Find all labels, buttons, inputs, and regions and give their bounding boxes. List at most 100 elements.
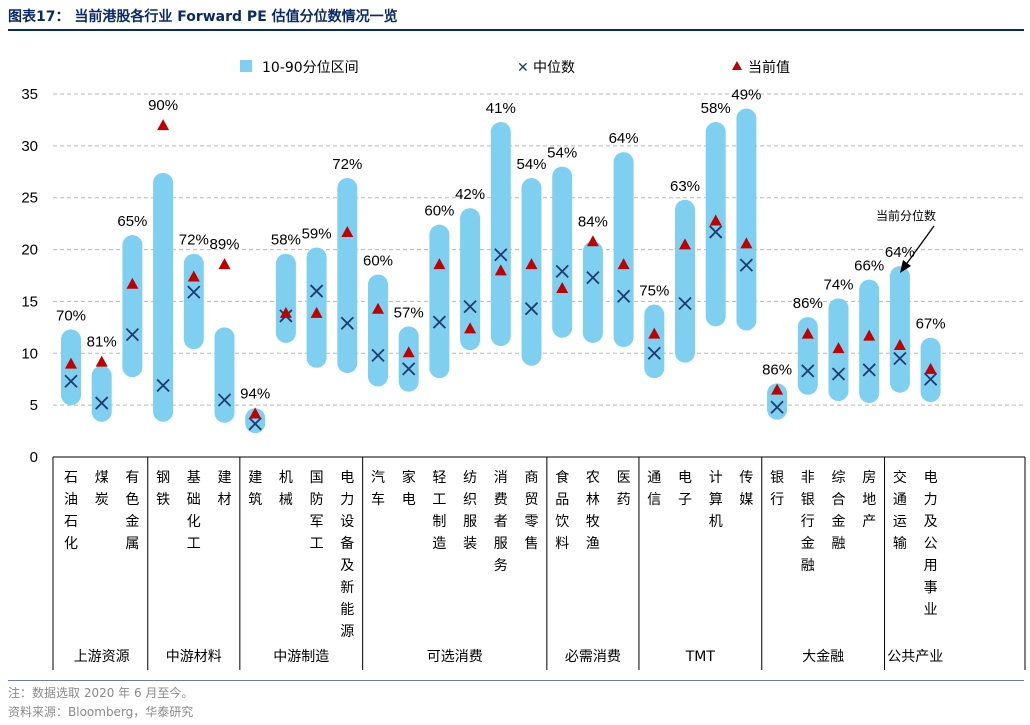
sector-label: 能 [340,602,354,618]
median-marker [125,327,140,342]
percentile-label: 66% [854,258,884,275]
range-bar [214,327,235,423]
range-bar [582,241,603,343]
median-marker [709,225,723,239]
sector-label: 油 [64,492,78,508]
percentile-label: 94% [240,385,270,402]
annotation-arrow-line [904,225,935,267]
percentile-label: 86% [762,361,792,378]
median-marker [893,351,907,366]
sector-label: 计 [709,470,723,486]
percentile-label: 72% [332,156,362,173]
median-marker [371,348,385,362]
sector-label: 农 [586,470,600,486]
median-marker [248,417,262,431]
range-bar [398,326,419,392]
current-marker [740,237,753,249]
sector-label: 服 [463,514,477,530]
sector-label: 造 [432,536,446,552]
sector-label: 输 [893,536,907,552]
sector-label: 力 [924,492,938,508]
median-stroke [586,270,600,285]
current-marker [126,277,139,289]
current-marker [249,407,262,419]
range-bar [183,253,204,350]
sector-label: 食 [555,469,569,486]
sector-label: 零 [525,514,539,530]
median-stroke [371,348,385,362]
current-marker [157,119,170,131]
median-stroke [831,367,846,381]
sector-label: 行 [801,514,815,530]
sector-label: 军 [310,514,324,530]
sector-label: 车 [371,491,385,508]
percentile-label: 89% [209,236,239,253]
sector-label: 料 [555,536,569,552]
median-stroke [923,372,938,386]
sector-label: 非 [801,470,815,486]
percentile-label: 54% [516,156,546,173]
median-marker [402,362,416,376]
range-bar [552,166,573,338]
figure-title: 图表17： 当前港股各行业 Forward PE 估值分位数情况一览 [8,9,398,25]
sector-label: 石 [64,470,78,486]
category-axis: 石油石化煤炭有色金属钢铁基础化工建材建筑机械国防军工电力设备及新能源汽车家电轻工… [52,456,1026,670]
sector-label: 基 [187,469,201,486]
y-tick-label: 10 [21,345,38,362]
group-label: 必需消费 [565,649,621,665]
percentile-label: 64% [885,244,915,261]
current-marker [310,306,323,318]
median-stroke [616,289,631,303]
group-label: 中游材料 [166,649,222,665]
median-marker [340,316,354,330]
sector-label: 品 [555,492,569,508]
median-stroke [156,378,170,393]
median-stroke [801,364,815,378]
range-bar [337,178,358,373]
median-stroke [739,258,754,272]
percentile-label: 41% [486,100,516,117]
sector-label: 通 [893,492,907,508]
median-marker [862,363,876,377]
current-marker [893,338,906,350]
current-marker [187,270,200,282]
legend-current-label: 当前值 [748,59,790,76]
sector-label: 算 [709,492,723,508]
annotation-text: 当前分位数 [876,208,936,223]
current-marker [709,214,722,226]
sector-label: 交 [893,469,907,486]
median-stroke [463,299,477,314]
median-marker [616,289,631,303]
sector-label: 电 [402,492,416,508]
current-marker [771,383,784,395]
median-marker [770,400,784,414]
sector-label: 合 [832,492,846,508]
median-stroke [309,284,324,298]
median-stroke [709,225,723,239]
y-tick-label: 35 [21,86,38,103]
sector-label: 础 [187,492,201,508]
range-bar [736,108,757,331]
legend-median-icon: ✕ [517,60,529,76]
sector-label: 药 [617,492,631,508]
sector-label: 融 [801,558,815,574]
median-stroke [555,264,569,278]
footer-rule [8,680,1024,681]
y-tick-label: 5 [30,397,38,414]
sector-label: 事 [924,580,938,596]
percentile-label: 65% [117,213,147,230]
percentile-label: 60% [424,203,454,220]
sector-label: 新 [340,580,354,596]
sector-label: 电 [924,470,938,486]
percentile-label: 81% [87,334,117,351]
sector-label: 房 [862,470,876,486]
current-marker [679,238,691,250]
current-marker [494,264,507,276]
median-stroke [678,296,692,311]
sector-label: 装 [463,536,477,552]
sector-label: 钢 [156,470,170,486]
sector-label: 力 [340,492,354,508]
sector-label: 材 [218,492,232,508]
sector-label: 通 [647,470,661,486]
y-tick-label: 20 [21,242,38,259]
